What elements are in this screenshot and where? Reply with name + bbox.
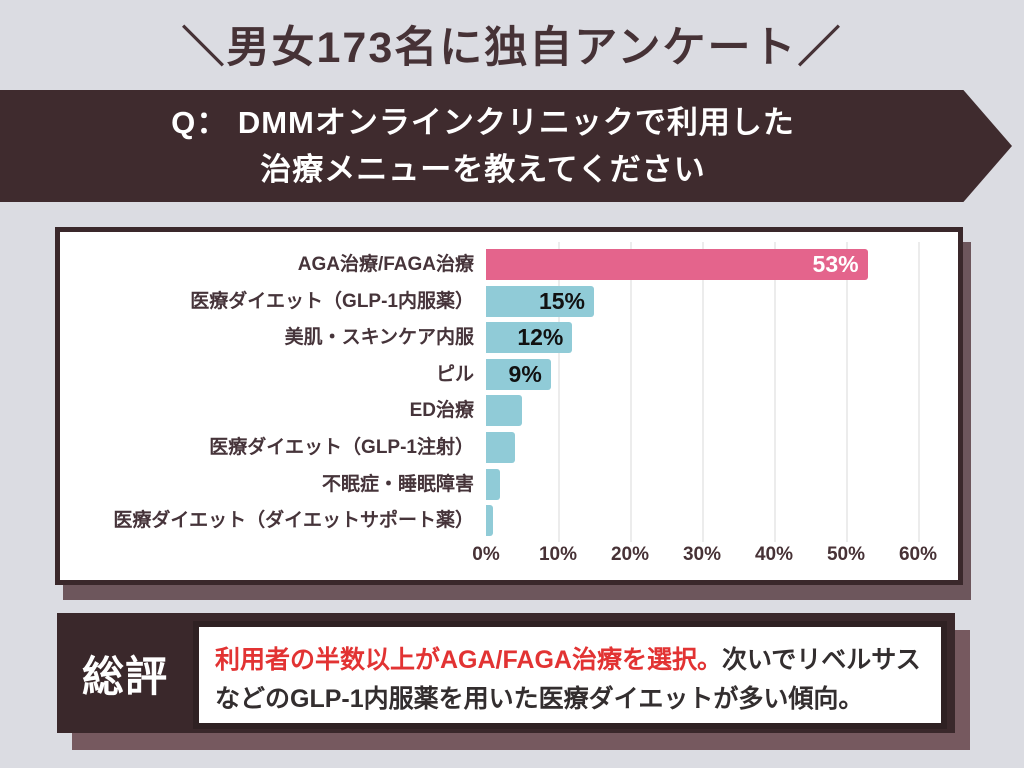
x-axis-tick: 20% [610,544,650,565]
category-label: 医療ダイエット（GLP-1注射） [209,437,474,458]
chart-panel: AGA治療/FAGA治療 53% 医療ダイエット（GLP-1内服薬） 15% 美肌・スキ… [55,227,963,585]
x-axis-tick: 30% [682,544,722,565]
bar-chart: AGA治療/FAGA治療 53% 医療ダイエット（GLP-1内服薬） 15% 美肌・スキ… [60,232,958,580]
bar [486,468,501,500]
question-line-2: 治療メニューを教えてください [260,152,706,187]
bar [486,432,515,463]
gridline [702,242,704,542]
value-label: 12% [517,324,564,351]
category-label: 美肌・スキンケア内服 [284,327,474,349]
chart-row: 医療ダイエット（ダイエットサポート薬） [60,505,958,537]
summary-rest-1: 次いでリベルサス [721,646,921,674]
bar [486,505,494,537]
chart-row: 医療ダイエット（GLP-1注射） [60,432,958,463]
value-label: 53% [812,251,859,277]
bar: 9% [486,358,551,390]
category-label: 医療ダイエット（GLP-1内服薬） [190,290,474,312]
chart-row: 不眠症・睡眠障害 [60,468,958,500]
value-label: 15% [538,287,585,314]
summary-label: 総評 [81,652,168,700]
category-label: AGA治療/FAGA治療 [297,254,474,275]
summary-rest-2: などのGLP-1内服薬を用いた医療ダイエットが多い傾向。 [215,685,864,713]
chart-row: AGA治療/FAGA治療 53% [60,249,958,280]
x-axis-tick: 0% [472,544,500,565]
gridline [774,242,776,542]
chart-row: 美肌・スキンケア内服 12% [60,322,958,354]
category-label: 医療ダイエット（ダイエットサポート薬） [113,510,474,532]
question-line-1: Q： DMMオンラインクリニックで利用した [171,105,795,140]
gridline [918,242,920,542]
bar: 12% [486,322,573,354]
bar: 53% [486,249,868,280]
page-title: ＼男女173名に独自アンケート／ [181,24,843,72]
gridline [630,242,632,542]
summary-text-box: 利用者の半数以上がAGA/FAGA治療を選択。次いでリベルサスなどのGLP-1内… [193,621,947,729]
category-label: 不眠症・睡眠障害 [321,473,474,495]
bar: 15% [486,285,594,317]
value-label: 9% [508,360,542,387]
category-label: ED治療 [409,400,474,422]
x-axis-tick: 10% [538,544,578,565]
bar [486,395,522,427]
gridline [558,242,560,542]
chart-row: ED治療 [60,395,958,427]
x-axis-tick: 40% [754,544,794,565]
gridline [846,242,848,542]
summary-highlight: 利用者の半数以上がAGA/FAGA治療を選択。 [215,646,722,674]
category-label: ピル [435,363,474,385]
chart-row: ピル 9% [60,358,958,390]
summary-panel: 総評 利用者の半数以上がAGA/FAGA治療を選択。次いでリベルサスなどのGLP… [57,613,955,733]
summary-text: 利用者の半数以上がAGA/FAGA治療を選択。次いでリベルサスなどのGLP-1内… [215,641,925,719]
x-axis-tick: 50% [826,544,866,565]
chart-row: 医療ダイエット（GLP-1内服薬） 15% [60,285,958,317]
x-axis-tick: 60% [898,544,938,565]
question-banner: Q： DMMオンラインクリニックで利用した 治療メニューを教えてください [0,90,1012,202]
